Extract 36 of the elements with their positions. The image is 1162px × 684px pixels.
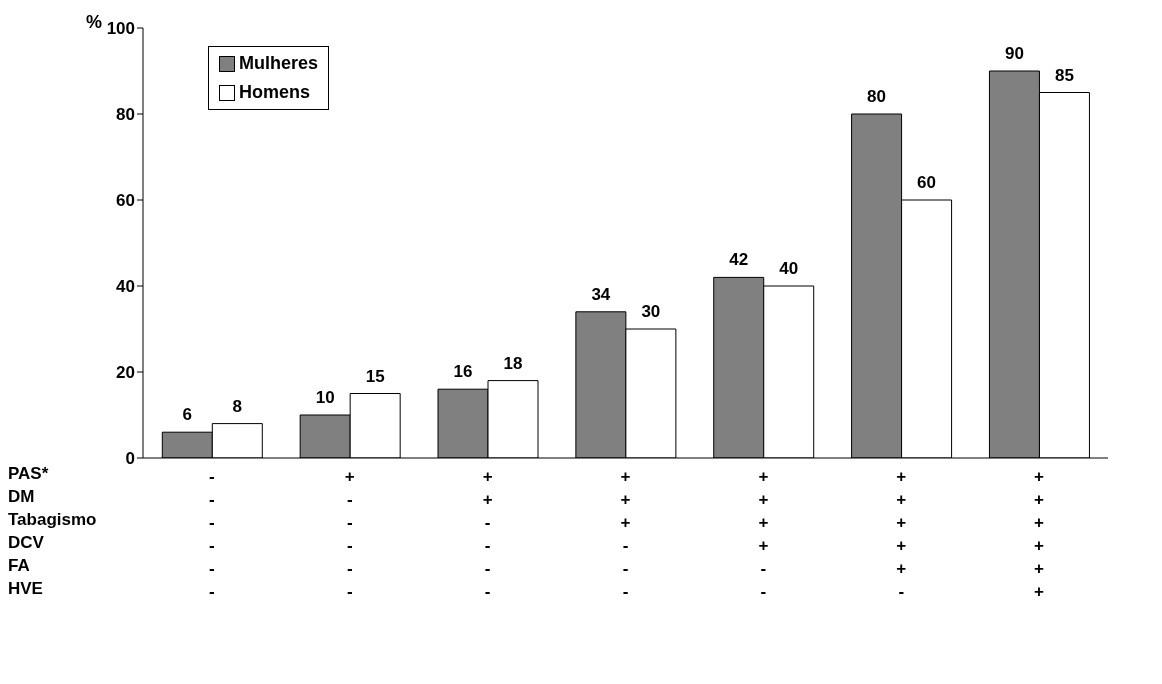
x-tick-label: - - - - - -: [209, 467, 215, 601]
data-label: 42: [729, 250, 749, 270]
data-label: 18: [503, 353, 523, 373]
y-tick-label: 80: [116, 105, 135, 125]
legend-label: Homens: [239, 82, 311, 103]
x-tick-label: + + + + + -: [896, 467, 907, 601]
data-label: 80: [867, 87, 887, 106]
y-axis-title: %: [86, 12, 103, 33]
data-label: 60: [917, 173, 937, 192]
y-tick-label: 100: [106, 19, 135, 39]
text: Tabagismo: [8, 509, 97, 531]
data-label: 30: [641, 302, 661, 321]
x-tick-label: + + - - - -: [482, 467, 493, 601]
data-label: 40: [779, 259, 799, 278]
data-label: 10: [315, 388, 335, 407]
text: HVE: [8, 578, 44, 600]
y-tick-label: 40: [116, 277, 135, 297]
y-tick-label: 60: [116, 191, 135, 211]
legend-label: Mulheres: [239, 53, 319, 74]
y-tick-label: 0: [125, 449, 135, 469]
text: DCV: [8, 532, 45, 554]
x-tick-label: + + + + + +: [1034, 467, 1045, 601]
y-tick-label: 20: [116, 363, 135, 383]
data-label: 34: [591, 284, 611, 304]
x-tick-label: + + + + - -: [758, 467, 769, 601]
text: FA: [8, 555, 31, 577]
data-label: 16: [453, 362, 473, 382]
data-label: 8: [232, 396, 243, 416]
data-label: 85: [1054, 65, 1074, 85]
text: PAS*: [8, 463, 50, 485]
x-tick-label: + + + - - -: [620, 467, 631, 601]
text: DM: [8, 486, 36, 508]
data-label: 6: [182, 405, 193, 425]
data-label: 15: [365, 366, 385, 386]
x-tick-label: + - - - - -: [344, 467, 355, 601]
data-label: 90: [1004, 44, 1024, 63]
